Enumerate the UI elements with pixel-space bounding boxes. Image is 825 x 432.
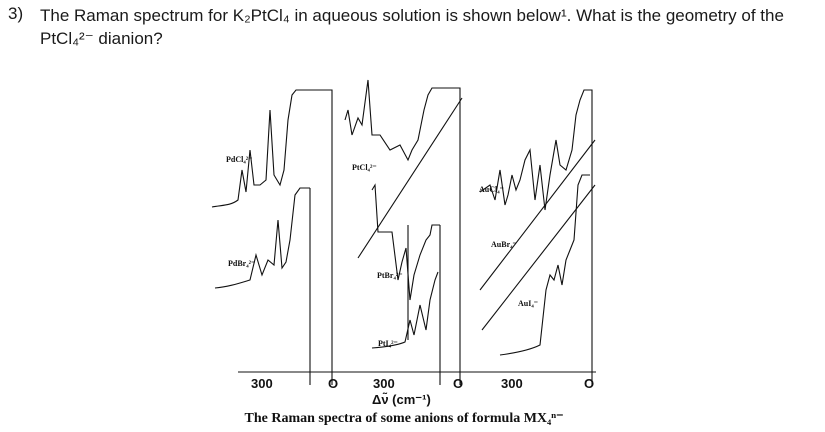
axis-tick-label: 300 — [251, 376, 273, 391]
panel-1-traces — [211, 89, 333, 385]
question-text: The Raman spectrum for K₂PtCl₄ in aqueou… — [40, 6, 784, 48]
spectrum-label: PtBr₄²⁻ — [377, 271, 402, 280]
spectrum-label: PtI₄²⁻ — [378, 339, 398, 348]
panel-3-traces — [479, 89, 596, 385]
axis-tick-label: O — [584, 376, 594, 391]
spectrum-label: PtCl₄²⁻ — [352, 163, 377, 172]
axis-tick-label: O — [453, 376, 463, 391]
spectrum-label: AuBr₄⁻ — [491, 240, 517, 249]
spectrum-label: PdBr₄²⁻ — [228, 259, 255, 268]
axis-tick-label: O — [328, 376, 338, 391]
question-number: 3) — [8, 4, 24, 23]
spectrum-label: AuI₄⁻ — [518, 299, 538, 308]
axis-title: Δν̃ (cm⁻¹) — [372, 392, 431, 407]
panel-2-traces — [344, 79, 463, 385]
figure-caption: The Raman spectra of some anions of form… — [245, 411, 564, 426]
spectrum-label: AuCl₄⁻ — [479, 185, 504, 194]
axis-tick-label: 300 — [373, 376, 395, 391]
spectrum-label: PdCl₄²⁻ — [226, 155, 252, 164]
axis-tick-label: 300 — [501, 376, 523, 391]
